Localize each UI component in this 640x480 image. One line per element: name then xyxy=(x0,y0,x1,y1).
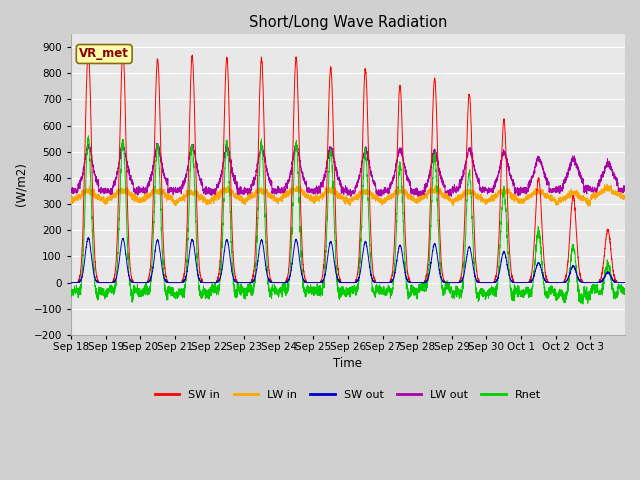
X-axis label: Time: Time xyxy=(333,358,362,371)
Title: Short/Long Wave Radiation: Short/Long Wave Radiation xyxy=(249,15,447,30)
Y-axis label: (W/m2): (W/m2) xyxy=(15,163,28,206)
Legend: SW in, LW in, SW out, LW out, Rnet: SW in, LW in, SW out, LW out, Rnet xyxy=(150,386,545,405)
Text: VR_met: VR_met xyxy=(79,48,129,60)
